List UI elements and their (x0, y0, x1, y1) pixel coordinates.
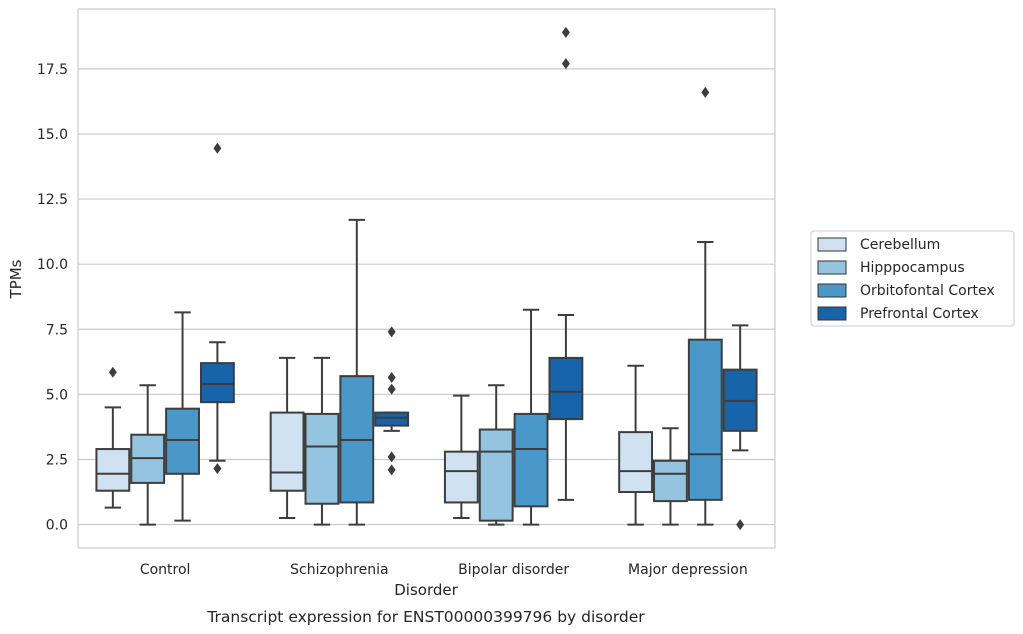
box-group-major-depression (618, 86, 758, 531)
flier-point (387, 383, 396, 395)
box (443, 450, 479, 504)
flier-point (387, 451, 396, 463)
legend: Cerebellum Hipppocampus Orbitofontal Corte… (810, 230, 1015, 327)
legend-swatch (817, 260, 847, 275)
legend-label: Orbitofontal Cortex (860, 283, 995, 299)
x-tick-label: Major depression (628, 562, 748, 578)
box (653, 459, 688, 503)
x-tick-label: Bipolar disorder (458, 562, 569, 578)
flier-point (387, 371, 396, 383)
box (374, 411, 410, 427)
box (165, 407, 200, 475)
y-tick-label: 12.5 (37, 192, 68, 208)
box-group-bipolar-disorder (443, 26, 584, 526)
y-tick-label: 10.0 (37, 257, 68, 273)
box-group-schizophrenia (269, 218, 410, 526)
box (687, 338, 723, 501)
y-tick-labels: 0.0 2.5 5.0 7.5 10.0 12.5 15.0 17.5 (37, 62, 68, 534)
flier-point (213, 463, 222, 475)
x-tick-label: Control (140, 562, 191, 578)
box-groups (95, 26, 758, 531)
box (304, 412, 340, 505)
flier-point (701, 86, 710, 98)
y-tick-label: 5.0 (46, 387, 68, 403)
legend-label: Hipppocampus (860, 260, 965, 276)
x-axis-title: Disorder (394, 581, 458, 599)
legend-label: Cerebellum (860, 237, 940, 253)
flier-point (561, 58, 570, 70)
box (548, 356, 584, 421)
legend-swatch (817, 306, 847, 321)
legend-frame (810, 230, 1015, 327)
flier-point (108, 366, 117, 378)
y-tick-label: 17.5 (37, 62, 68, 78)
box (513, 412, 549, 508)
box (95, 448, 131, 492)
plot-frame (77, 8, 776, 549)
flier-point (387, 326, 396, 338)
legend-swatch (817, 237, 847, 252)
legend-swatch (817, 283, 847, 298)
y-tick-label: 7.5 (46, 322, 68, 338)
x-tick-label: Schizophrenia (290, 562, 388, 578)
box (199, 362, 235, 404)
x-tick-labels: Control Schizophrenia Bipolar disorder Majo… (140, 562, 748, 578)
box (618, 431, 654, 494)
flier-point (213, 142, 222, 154)
flier-point (561, 26, 570, 38)
y-tick-label: 2.5 (46, 452, 68, 468)
legend-label: Prefrontal Cortex (860, 306, 979, 322)
flier-point (736, 519, 745, 531)
box (478, 428, 514, 522)
y-tick-label: 0.0 (46, 518, 68, 534)
y-tick-label: 15.0 (37, 127, 68, 143)
box-group-control (95, 142, 235, 526)
chart-caption: Transcript expression for ENST0000039979… (206, 608, 645, 626)
y-axis-title: TPMs (7, 259, 25, 299)
box (269, 411, 305, 492)
flier-point (387, 464, 396, 476)
